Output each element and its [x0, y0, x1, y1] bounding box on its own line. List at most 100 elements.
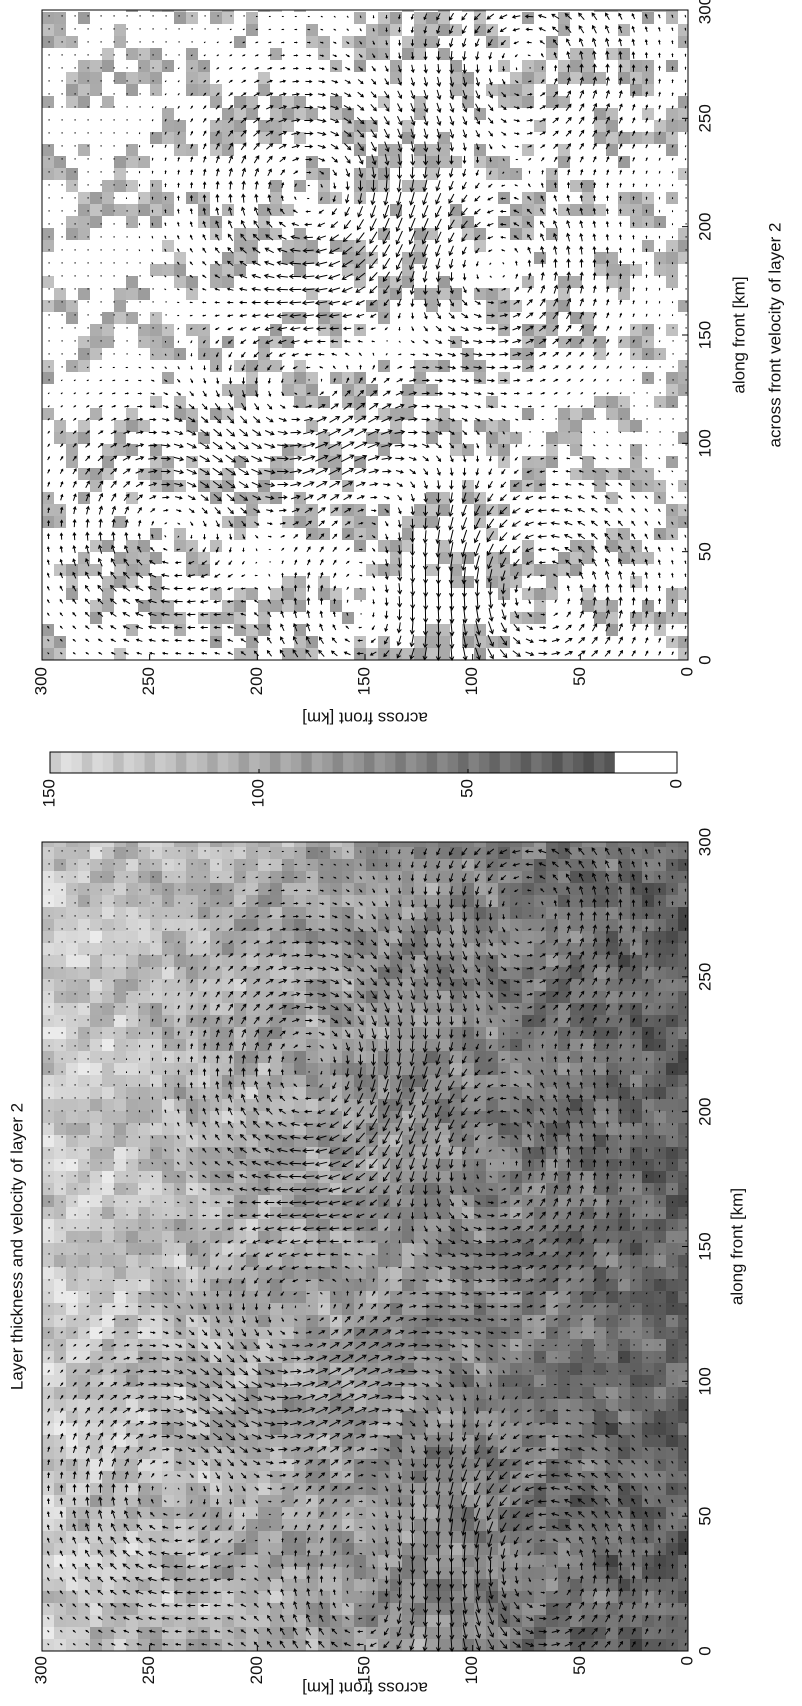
field-cell: [294, 1267, 306, 1279]
field-cell: [210, 1027, 222, 1039]
field-cell: [426, 1507, 438, 1519]
field-cell: [438, 1483, 450, 1495]
field-cell: [162, 871, 174, 883]
field-cell: [150, 1243, 162, 1255]
field-cell: [366, 1267, 378, 1279]
field-cell: [582, 1363, 594, 1375]
field-cell: [666, 1111, 678, 1123]
field-cell: [546, 1243, 558, 1255]
field-cell: [102, 1075, 114, 1087]
field-cell: [582, 919, 594, 931]
field-cell: [126, 1243, 138, 1255]
field-cell: [162, 1195, 174, 1207]
field-cell: [534, 1327, 546, 1339]
field-cell: [342, 1627, 354, 1639]
field-cell: [666, 895, 678, 907]
field-cell: [162, 1483, 174, 1495]
field-cell: [222, 1099, 234, 1111]
field-cell: [510, 1519, 522, 1531]
arrow-dot: [634, 1344, 635, 1345]
field-cell: [510, 1123, 522, 1135]
field-cell: [414, 1555, 426, 1567]
field-cell: [342, 1483, 354, 1495]
field-cell: [378, 1243, 390, 1255]
field-cell: [174, 1051, 186, 1063]
field-cell: [102, 955, 114, 967]
field-cell: [54, 1327, 66, 1339]
field-cell: [126, 1447, 138, 1459]
field-cell: [126, 1099, 138, 1111]
field-cell: [54, 1591, 66, 1603]
field-cell: [378, 1231, 390, 1243]
field-cell: [678, 883, 688, 895]
field-cell: [198, 883, 210, 895]
field-cell: [282, 1423, 294, 1435]
field-cell: [234, 1195, 246, 1207]
field-cell: [102, 895, 114, 907]
field-cell: [330, 842, 342, 847]
field-cell: [126, 1363, 138, 1375]
field-cell: [270, 859, 282, 871]
field-cell: [198, 1123, 210, 1135]
field-cell: [186, 943, 198, 955]
field-cell: [102, 1351, 114, 1363]
field-cell: [498, 1315, 510, 1327]
field-cell: [330, 1303, 342, 1315]
field-cell: [234, 955, 246, 967]
field-cell: [138, 1399, 150, 1411]
field-cell: [138, 1051, 150, 1063]
field-cell: [498, 919, 510, 931]
field-cell: [102, 1303, 114, 1315]
field-cell: [102, 931, 114, 943]
field-cell: [618, 1435, 630, 1447]
field-cell: [294, 1351, 306, 1363]
field-cell: [378, 1567, 390, 1579]
field-cell: [642, 1423, 654, 1435]
field-cell: [474, 1147, 486, 1159]
field-cell: [54, 931, 66, 943]
field-cell: [438, 1075, 450, 1087]
field-cell: [90, 907, 102, 919]
field-cell: [318, 1039, 330, 1051]
field-cell: [42, 1075, 54, 1087]
field-cell: [450, 842, 462, 847]
field-cell: [642, 1387, 654, 1399]
field-cell: [378, 883, 390, 895]
field-cell: [666, 1123, 678, 1135]
field-cell: [54, 1147, 66, 1159]
velocity-arrow: [568, 1384, 570, 1385]
field-cell: [162, 1279, 174, 1291]
field-cell: [54, 1339, 66, 1351]
field-cell: [150, 1315, 162, 1327]
field-cell: [66, 1603, 78, 1615]
field-cell: [522, 1375, 534, 1387]
field-cell: [498, 1147, 510, 1159]
field-cell: [246, 1519, 258, 1531]
field-cell: [126, 1159, 138, 1171]
field-cell: [198, 1495, 210, 1507]
field-cell: [654, 1303, 666, 1315]
field-cell: [318, 1507, 330, 1519]
field-cell: [498, 1339, 510, 1351]
field-cell: [90, 1267, 102, 1279]
field-cell: [426, 907, 438, 919]
field-cell: [414, 1507, 426, 1519]
field-cell: [54, 1351, 66, 1363]
field-cell: [594, 967, 606, 979]
field-cell: [594, 1111, 606, 1123]
field-cell: [42, 991, 54, 1003]
field-cell: [438, 1435, 450, 1447]
field-cell: [534, 1159, 546, 1171]
field-cell: [678, 1567, 688, 1579]
field-cell: [78, 967, 90, 979]
field-cell: [126, 1279, 138, 1291]
field-cell: [270, 1051, 282, 1063]
field-cell: [258, 842, 270, 847]
field-cell: [174, 955, 186, 967]
field-cell: [654, 1447, 666, 1459]
field-cell: [390, 1159, 402, 1171]
field-cell: [522, 1027, 534, 1039]
velocity-arrow: [607, 1332, 608, 1333]
field-cell: [66, 1291, 78, 1303]
field-cell: [414, 1567, 426, 1579]
